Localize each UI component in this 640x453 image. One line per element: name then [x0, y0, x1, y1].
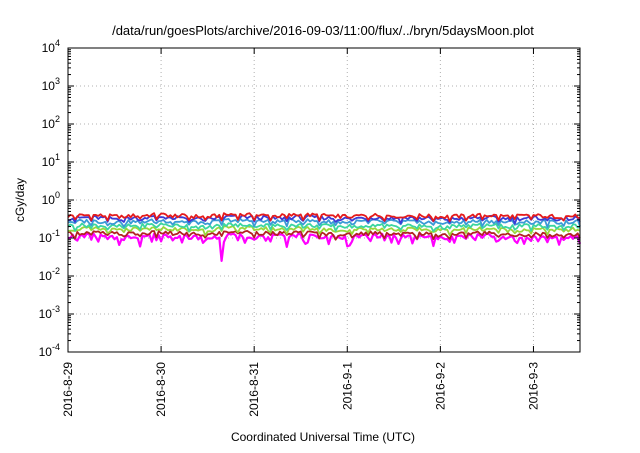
x-axis-label: Coordinated Universal Time (UTC) [231, 430, 415, 444]
grid-lines [68, 48, 580, 352]
series-line [67, 222, 581, 233]
series-layer [67, 212, 582, 262]
x-tick-label: 2016-8-29 [61, 362, 75, 417]
y-tick-label: 104 [42, 38, 60, 55]
x-tick-label: 2016-9-3 [526, 362, 540, 410]
y-tick-label: 10-1 [39, 228, 60, 245]
x-tick-label: 2016-9-2 [433, 362, 447, 410]
y-axis-label: cGy/day [13, 178, 27, 222]
y-tick-label: 103 [42, 76, 60, 93]
y-tick-label: 101 [42, 152, 60, 169]
series-line [67, 214, 581, 225]
series-line [67, 212, 581, 222]
x-tick-label: 2016-8-30 [154, 362, 168, 417]
y-tick-label: 102 [42, 114, 60, 131]
axis-ticks: 10-4 10-3 10-2 10-1 100 101 102 103 104 2016-8-29… [39, 38, 580, 417]
y-tick-label: 10-3 [39, 304, 60, 321]
y-tick-label: 100 [42, 190, 60, 207]
chart-title: /data/run/goesPlots/archive/2016-09-03/1… [112, 23, 534, 38]
series-line [67, 225, 581, 237]
x-tick-label: 2016-8-31 [247, 362, 261, 417]
series-line [67, 230, 581, 241]
x-tick-label: 2016-9-1 [340, 362, 354, 410]
y-tick-label: 10-2 [39, 266, 60, 283]
series-line [67, 232, 582, 262]
y-tick-label: 10-4 [39, 342, 60, 359]
series-line [67, 217, 581, 229]
